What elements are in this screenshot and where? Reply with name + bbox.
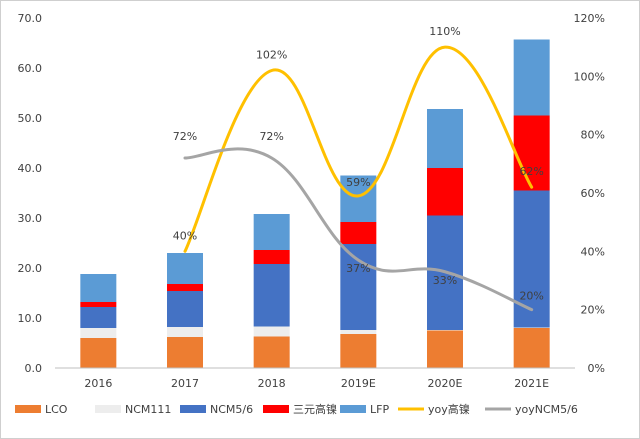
bar-lfp-2018 [253,214,290,250]
x-tick-2016: 2016 [84,377,112,390]
y-right-tick: 100% [574,70,605,83]
legend: LCO NCM111 NCM5/6 三元高镍 LFP yoy高镍 yoyNCM5/6 [15,402,578,416]
x-axis-ticks: 2016 2017 2018 2019E 2020E 2021E [84,377,549,390]
data-label-yoy高镍-2018: 102% [256,49,287,62]
data-label-yoy高镍-2021e: 62% [519,165,543,178]
data-label-yoyncm5-6-2018: 72% [259,130,283,143]
y-left-tick: 70.0 [18,12,43,25]
bar-三元高镍-2019e [340,222,377,244]
bar-三元高镍-2018 [253,250,290,264]
bar-lco-2018 [253,336,290,368]
y-left-tick: 50.0 [18,112,43,125]
legend-label-lfp: LFP [370,403,389,416]
right-axis-ticks: 0% 20% 40% 60% 80% 100% 120% [574,12,605,375]
data-label-yoy高镍-2020e: 110% [429,25,460,38]
bar-lfp-2021e [513,39,550,116]
y-right-tick: 80% [581,129,605,142]
y-right-tick: 20% [581,304,605,317]
y-left-tick: 20.0 [18,262,43,275]
bar-ncm111-2016 [80,328,117,338]
bar-lco-2020e [427,330,463,368]
bar-ncm5-6-2018 [253,264,290,327]
bar-lfp-2017 [167,253,203,284]
legend-label-lco: LCO [45,403,68,416]
bar-ncm111-2021e [513,327,550,328]
line-yoy高镍 [183,45,534,253]
bar-ncm111-2019e [340,330,377,334]
bar-ncm5-6-2021e [513,190,550,328]
y-left-tick: 0.0 [25,362,43,375]
x-tick-2019e: 2019E [341,377,376,390]
legend-swatch-lco [15,405,41,413]
line-yoyncm5-6 [183,147,534,312]
bar-lfp-2019e [340,175,377,222]
bar-lco-2021e [513,328,550,368]
bar-lco-2019e [340,334,377,368]
legend-label-ncm111: NCM111 [125,403,171,416]
bar-ncm5-6-2017 [167,291,203,327]
x-tick-2017: 2017 [171,377,199,390]
bar-lfp-2020e [427,109,463,168]
legend-label-yoy高镍: yoy高镍 [428,402,470,416]
y-left-tick: 60.0 [18,62,43,75]
legend-swatch-ncm5-6 [180,405,206,413]
y-right-tick: 60% [581,187,605,200]
legend-label-ncm5-6: NCM5/6 [210,403,253,416]
bar-三元高镍-2016 [80,302,117,307]
bar-ncm111-2018 [253,326,290,337]
y-left-tick: 30.0 [18,212,43,225]
y-left-tick: 10.0 [18,312,43,325]
bar-三元高镍-2017 [167,284,203,291]
data-label-yoy高镍-2019e: 59% [346,176,370,189]
legend-label-三元高镍: 三元高镍 [293,402,337,416]
data-label-yoyncm5-6-2017: 72% [173,130,197,143]
x-tick-2020e: 2020E [428,377,463,390]
bar-ncm111-2020e [427,330,463,331]
y-right-tick: 120% [574,12,605,25]
data-label-yoyncm5-6-2019e: 37% [346,262,370,275]
bar-lfp-2016 [80,274,117,302]
bar-lco-2016 [80,338,117,368]
data-label-yoyncm5-6-2021e: 20% [519,290,543,303]
bar-ncm111-2017 [167,327,203,337]
legend-swatch-lfp [340,405,366,413]
bar-ncm5-6-2016 [80,307,117,328]
x-tick-2021e: 2021E [514,377,549,390]
left-axis-ticks: 0.0 10.0 20.0 30.0 40.0 50.0 60.0 70.0 [18,12,43,375]
y-right-tick: 0% [588,362,605,375]
bar-lco-2017 [167,337,203,368]
bar-三元高镍-2021e [513,115,550,191]
y-right-tick: 40% [581,245,605,258]
x-tick-2018: 2018 [258,377,286,390]
bar-ncm5-6-2019e [340,244,377,330]
bar-三元高镍-2020e [427,168,463,216]
data-label-yoyncm5-6-2020e: 33% [433,274,457,287]
legend-label-yoyncm5-6: yoyNCM5/6 [515,403,578,416]
y-left-tick: 40.0 [18,162,43,175]
data-label-yoy高镍-2017: 40% [173,229,197,242]
legend-swatch-三元高镍 [263,405,289,413]
lines-layer [183,45,534,312]
data-labels-layer: 40% 102% 59% 110% 62% 72% 72% 37% 33% 20% [173,25,544,303]
legend-swatch-ncm111 [95,405,121,413]
